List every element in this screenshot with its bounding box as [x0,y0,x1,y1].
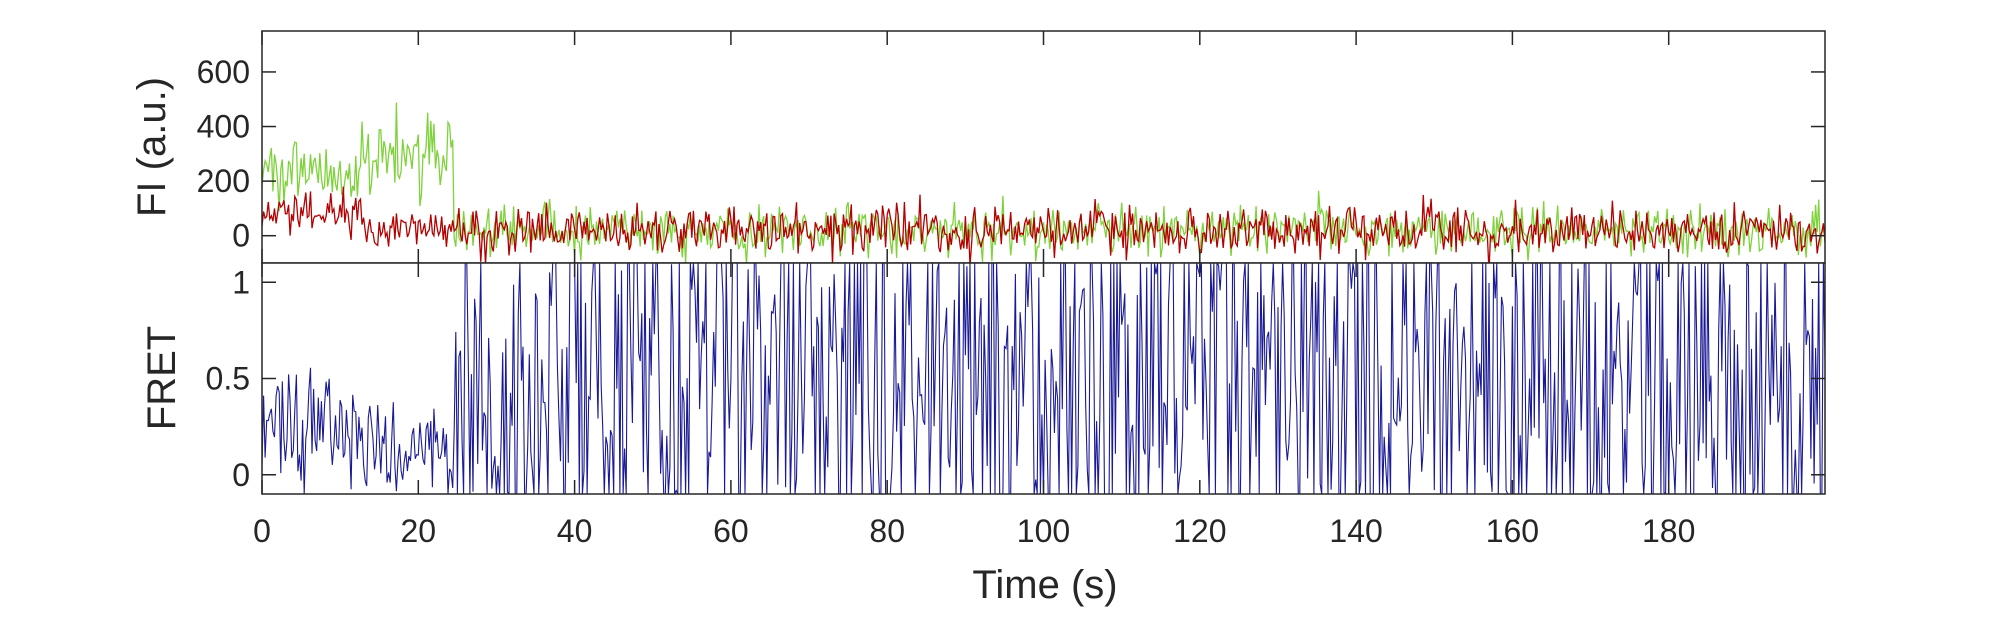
bottom-ytick-label: 0.5 [206,361,250,397]
x-axis-label: Time (s) [972,563,1117,607]
fret-panel: 00.51 0 20 40 60 80 100 120 140 160 180 FRET Time… [140,31,1826,607]
fluorescence-panel: 0 200 400 600 FI (a.u.) [130,30,1826,264]
x-ticks: 0 20 40 60 80 100 120 140 160 180 [253,31,1695,549]
xtick-label: 180 [1642,513,1695,549]
top-ytick-label: 600 [197,54,250,90]
xtick-label: 0 [253,513,271,549]
xtick-label: 60 [713,513,749,549]
bottom-y-ticks: 00.51 [206,264,1825,493]
xtick-label: 20 [401,513,437,549]
fret-trace [262,263,1825,494]
xtick-label: 160 [1486,513,1539,549]
xtick-label: 140 [1329,513,1382,549]
bottom-ytick-label: 0 [232,457,250,493]
xtick-label: 120 [1173,513,1226,549]
bottom-axes-box [261,262,1826,495]
acceptor-trace [262,186,1825,263]
xtick-label: 40 [557,513,593,549]
top-ytick-label: 0 [232,218,250,254]
xtick-label: 80 [869,513,905,549]
top-y-ticks: 0 200 400 600 [197,54,1825,254]
bottom-y-axis-label: FRET [140,326,184,430]
fluorescence-traces [262,102,1825,263]
top-ytick-label: 400 [197,109,250,145]
xtick-label: 100 [1017,513,1070,549]
top-y-axis-label: FI (a.u.) [130,77,174,217]
top-ytick-label: 200 [197,163,250,199]
bottom-ytick-label: 1 [232,264,250,300]
fret-efficiency-trace [262,263,1825,494]
